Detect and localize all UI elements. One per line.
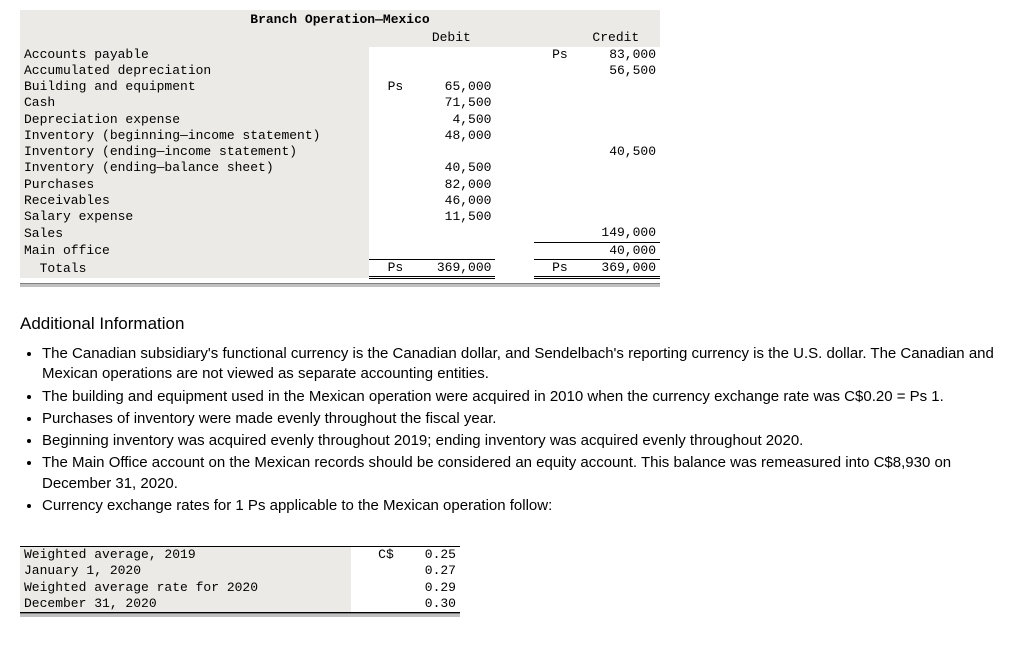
info-item: The building and equipment used in the M… xyxy=(42,387,1004,407)
info-item: Beginning inventory was acquired evenly … xyxy=(42,431,1004,451)
account-name: Accounts payable xyxy=(20,47,369,63)
totals-debit: 369,000 xyxy=(407,259,495,277)
debit-amount xyxy=(407,242,495,259)
debit-currency xyxy=(369,209,407,225)
rate-value: 0.25 xyxy=(398,547,460,564)
rate-value: 0.27 xyxy=(398,563,460,579)
info-item: The Main Office account on the Mexican r… xyxy=(42,453,1004,494)
account-name: Inventory (ending—income statement) xyxy=(20,144,369,160)
scrollbar-track[interactable] xyxy=(20,283,660,290)
credit-amount xyxy=(572,112,660,128)
credit-currency xyxy=(534,209,572,225)
scrollbar-track[interactable] xyxy=(20,613,460,620)
debit-currency: Ps xyxy=(369,79,407,95)
credit-currency xyxy=(534,160,572,176)
account-name: Accumulated depreciation xyxy=(20,63,369,79)
credit-amount xyxy=(572,193,660,209)
credit-currency: Ps xyxy=(534,47,572,63)
credit-amount: 56,500 xyxy=(572,63,660,79)
debit-header: Debit xyxy=(407,30,495,46)
rate-currency xyxy=(351,563,398,579)
credit-amount xyxy=(572,160,660,176)
debit-amount: 46,000 xyxy=(407,193,495,209)
account-name: Salary expense xyxy=(20,209,369,225)
rate-label: January 1, 2020 xyxy=(20,563,351,579)
credit-amount xyxy=(572,209,660,225)
debit-currency xyxy=(369,193,407,209)
rate-label: December 31, 2020 xyxy=(20,596,351,613)
credit-amount xyxy=(572,128,660,144)
credit-currency xyxy=(534,225,572,242)
trial-balance-table: Branch Operation—Mexico Debit Credit Acc… xyxy=(20,10,660,279)
debit-currency xyxy=(369,47,407,63)
trial-balance-title: Branch Operation—Mexico xyxy=(20,10,660,30)
credit-currency xyxy=(534,242,572,259)
account-name: Purchases xyxy=(20,177,369,193)
info-item: The Canadian subsidiary's functional cur… xyxy=(42,344,1004,385)
rate-value: 0.30 xyxy=(398,596,460,613)
rate-label: Weighted average, 2019 xyxy=(20,547,351,564)
rate-currency xyxy=(351,580,398,596)
credit-currency xyxy=(534,112,572,128)
credit-currency xyxy=(534,128,572,144)
rate-currency xyxy=(351,596,398,613)
debit-currency xyxy=(369,242,407,259)
debit-currency xyxy=(369,177,407,193)
account-name: Cash xyxy=(20,95,369,111)
credit-amount: 40,500 xyxy=(572,144,660,160)
credit-currency xyxy=(534,79,572,95)
credit-currency xyxy=(534,95,572,111)
debit-currency xyxy=(369,128,407,144)
info-item: Purchases of inventory were made evenly … xyxy=(42,409,1004,429)
credit-header: Credit xyxy=(572,30,660,46)
debit-amount: 71,500 xyxy=(407,95,495,111)
credit-amount: 149,000 xyxy=(572,225,660,242)
credit-amount xyxy=(572,79,660,95)
debit-currency xyxy=(369,112,407,128)
credit-amount xyxy=(572,177,660,193)
account-name: Depreciation expense xyxy=(20,112,369,128)
debit-currency xyxy=(369,160,407,176)
debit-currency xyxy=(369,144,407,160)
credit-currency xyxy=(534,63,572,79)
debit-amount: 82,000 xyxy=(407,177,495,193)
credit-currency xyxy=(534,177,572,193)
debit-currency xyxy=(369,95,407,111)
credit-currency xyxy=(534,193,572,209)
account-name: Building and equipment xyxy=(20,79,369,95)
info-item: Currency exchange rates for 1 Ps applica… xyxy=(42,496,1004,516)
account-name: Sales xyxy=(20,225,369,242)
credit-amount: 40,000 xyxy=(572,242,660,259)
debit-amount: 65,000 xyxy=(407,79,495,95)
additional-info-heading: Additional Information xyxy=(20,314,1004,334)
debit-currency xyxy=(369,63,407,79)
debit-amount: 11,500 xyxy=(407,209,495,225)
debit-amount xyxy=(407,225,495,242)
credit-amount xyxy=(572,95,660,111)
rate-currency: C$ xyxy=(351,547,398,564)
debit-amount: 4,500 xyxy=(407,112,495,128)
account-name: Main office xyxy=(20,242,369,259)
debit-amount xyxy=(407,63,495,79)
debit-amount xyxy=(407,144,495,160)
debit-amount: 48,000 xyxy=(407,128,495,144)
debit-amount xyxy=(407,47,495,63)
totals-label: Totals xyxy=(20,259,369,277)
credit-currency xyxy=(534,144,572,160)
credit-amount: 83,000 xyxy=(572,47,660,63)
account-name: Inventory (ending—balance sheet) xyxy=(20,160,369,176)
rate-value: 0.29 xyxy=(398,580,460,596)
totals-credit: 369,000 xyxy=(572,259,660,277)
account-name: Inventory (beginning—income statement) xyxy=(20,128,369,144)
rate-label: Weighted average rate for 2020 xyxy=(20,580,351,596)
debit-currency xyxy=(369,225,407,242)
exchange-rates-table: Weighted average, 2019C$0.25 January 1, 2… xyxy=(20,546,460,613)
debit-amount: 40,500 xyxy=(407,160,495,176)
additional-info-list: The Canadian subsidiary's functional cur… xyxy=(20,344,1004,516)
account-name: Receivables xyxy=(20,193,369,209)
